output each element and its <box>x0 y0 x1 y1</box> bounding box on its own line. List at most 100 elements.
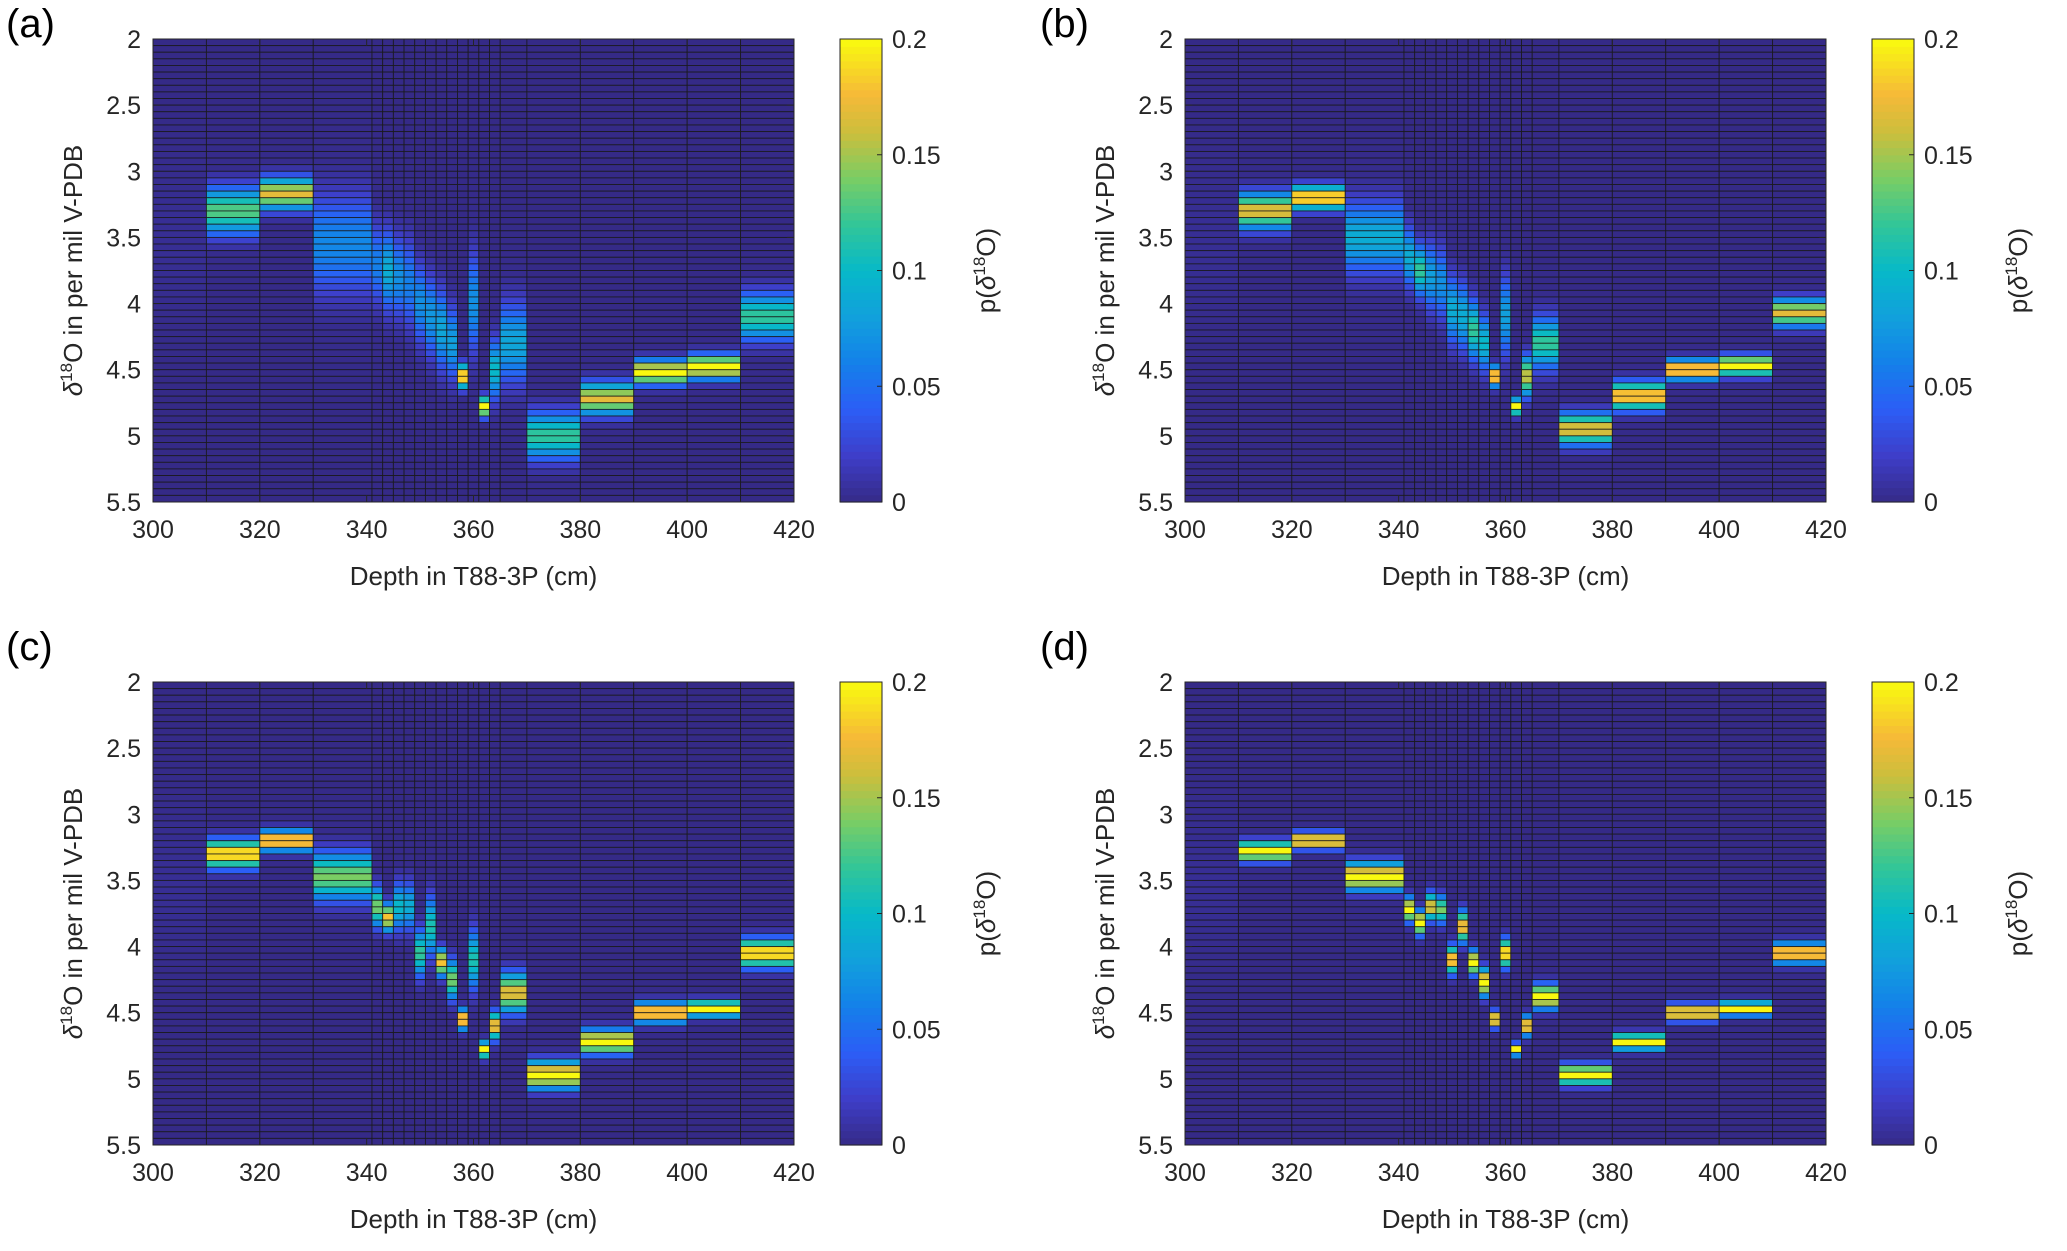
heatmap-cell <box>152 886 207 895</box>
heatmap-cell <box>403 688 416 696</box>
heatmap-cell <box>740 939 795 948</box>
heatmap-cell <box>152 256 207 265</box>
heatmap-cell <box>457 309 469 318</box>
heatmap-cell <box>1718 349 1774 357</box>
heatmap-cell <box>424 197 437 205</box>
heatmap-cell <box>633 322 688 331</box>
heatmap-cell <box>1467 342 1480 351</box>
heatmap-cell <box>1558 243 1613 252</box>
heatmap-cell <box>446 45 458 53</box>
colorbar-segment <box>1872 227 1914 235</box>
heatmap-cell <box>499 289 528 298</box>
heatmap-cell <box>1403 58 1416 66</box>
heatmap-cell <box>1531 389 1560 397</box>
heatmap-cell <box>457 461 469 470</box>
heatmap-cell <box>414 349 426 357</box>
heatmap-cell <box>259 150 314 159</box>
heatmap-cell <box>1489 369 1501 377</box>
heatmap-cell <box>1489 395 1501 404</box>
heatmap-cell <box>371 58 384 66</box>
heatmap-cell <box>382 827 394 835</box>
heatmap-cell <box>686 256 742 265</box>
heatmap-cell <box>1478 177 1490 185</box>
heatmap-cell <box>446 721 458 729</box>
heatmap-cell <box>489 919 501 928</box>
heatmap-cell <box>403 170 416 179</box>
heatmap-cell <box>526 190 581 199</box>
heatmap-cell <box>1424 223 1437 232</box>
heatmap-cell <box>1237 51 1293 60</box>
heatmap-cell <box>1718 455 1774 463</box>
heatmap-cell <box>740 919 795 928</box>
heatmap-cell <box>1467 369 1480 377</box>
heatmap-cell <box>1467 309 1480 318</box>
heatmap-cell <box>526 296 581 305</box>
heatmap-cell <box>1558 342 1613 351</box>
heatmap-cell <box>1521 468 1533 476</box>
heatmap-cell <box>259 760 314 769</box>
heatmap-cell <box>403 946 416 954</box>
heatmap-cell <box>414 741 426 749</box>
heatmap-cell <box>1184 422 1239 430</box>
heatmap-cell <box>403 428 416 437</box>
heatmap-cell <box>686 932 742 941</box>
heatmap-cell <box>1456 270 1469 278</box>
heatmap-cell <box>1467 382 1480 391</box>
heatmap-cell <box>1665 137 1720 146</box>
heatmap-cell <box>424 243 437 252</box>
heatmap-cell <box>414 873 426 881</box>
heatmap-cell <box>1291 157 1346 166</box>
heatmap-cell <box>526 714 581 723</box>
heatmap-cell <box>467 65 480 73</box>
heatmap-cell <box>1344 322 1405 331</box>
heatmap-cell <box>392 827 405 835</box>
heatmap-cell <box>414 408 426 417</box>
heatmap-cell <box>446 1085 458 1093</box>
heatmap-cell <box>489 965 501 974</box>
heatmap-cell <box>259 137 314 146</box>
heatmap-cell <box>414 721 426 729</box>
heatmap-cell <box>1489 170 1501 179</box>
heatmap-cell <box>1478 45 1490 53</box>
heatmap-cell <box>414 415 426 424</box>
heatmap-cell <box>579 322 635 331</box>
heatmap-cell <box>1531 448 1560 457</box>
heatmap-cell <box>1414 184 1426 192</box>
heatmap-cell <box>740 329 795 338</box>
heatmap-cell <box>740 886 795 895</box>
heatmap-cell <box>1446 369 1458 377</box>
heatmap-cell <box>424 164 437 172</box>
heatmap-cell <box>312 210 373 219</box>
heatmap-cell <box>1344 184 1405 192</box>
heatmap-cell <box>1291 415 1346 424</box>
heatmap-cell <box>686 1118 742 1126</box>
heatmap-cell <box>686 1071 742 1080</box>
heatmap-cell <box>152 972 207 981</box>
colorbar-segment <box>840 451 882 460</box>
heatmap-cell <box>1424 408 1437 417</box>
heatmap-cell <box>1435 111 1448 119</box>
heatmap-cell <box>478 727 490 736</box>
heatmap-cell <box>457 342 469 351</box>
heatmap-cell <box>1521 322 1533 331</box>
heatmap-cell <box>1344 65 1405 73</box>
colorbar-segment <box>840 696 882 705</box>
heatmap-cell <box>392 488 405 496</box>
heatmap-cell <box>152 382 207 391</box>
heatmap-cell <box>1611 184 1667 192</box>
heatmap-cell <box>1456 236 1469 245</box>
colorbar-segment <box>840 1007 882 1016</box>
heatmap-cell <box>403 243 416 252</box>
heatmap-cell <box>467 184 480 192</box>
heatmap-cell <box>579 494 635 503</box>
heatmap-cell <box>526 184 581 192</box>
heatmap-cell <box>446 1045 458 1053</box>
heatmap-cell <box>489 714 501 723</box>
heatmap-cell <box>1772 78 1827 86</box>
x-tick-label: 400 <box>1698 516 1740 544</box>
heatmap-cell <box>526 985 581 994</box>
heatmap-cell <box>1446 137 1458 146</box>
heatmap-cell <box>1611 51 1667 60</box>
heatmap-cell <box>579 714 635 723</box>
heatmap-cell <box>1478 342 1490 351</box>
